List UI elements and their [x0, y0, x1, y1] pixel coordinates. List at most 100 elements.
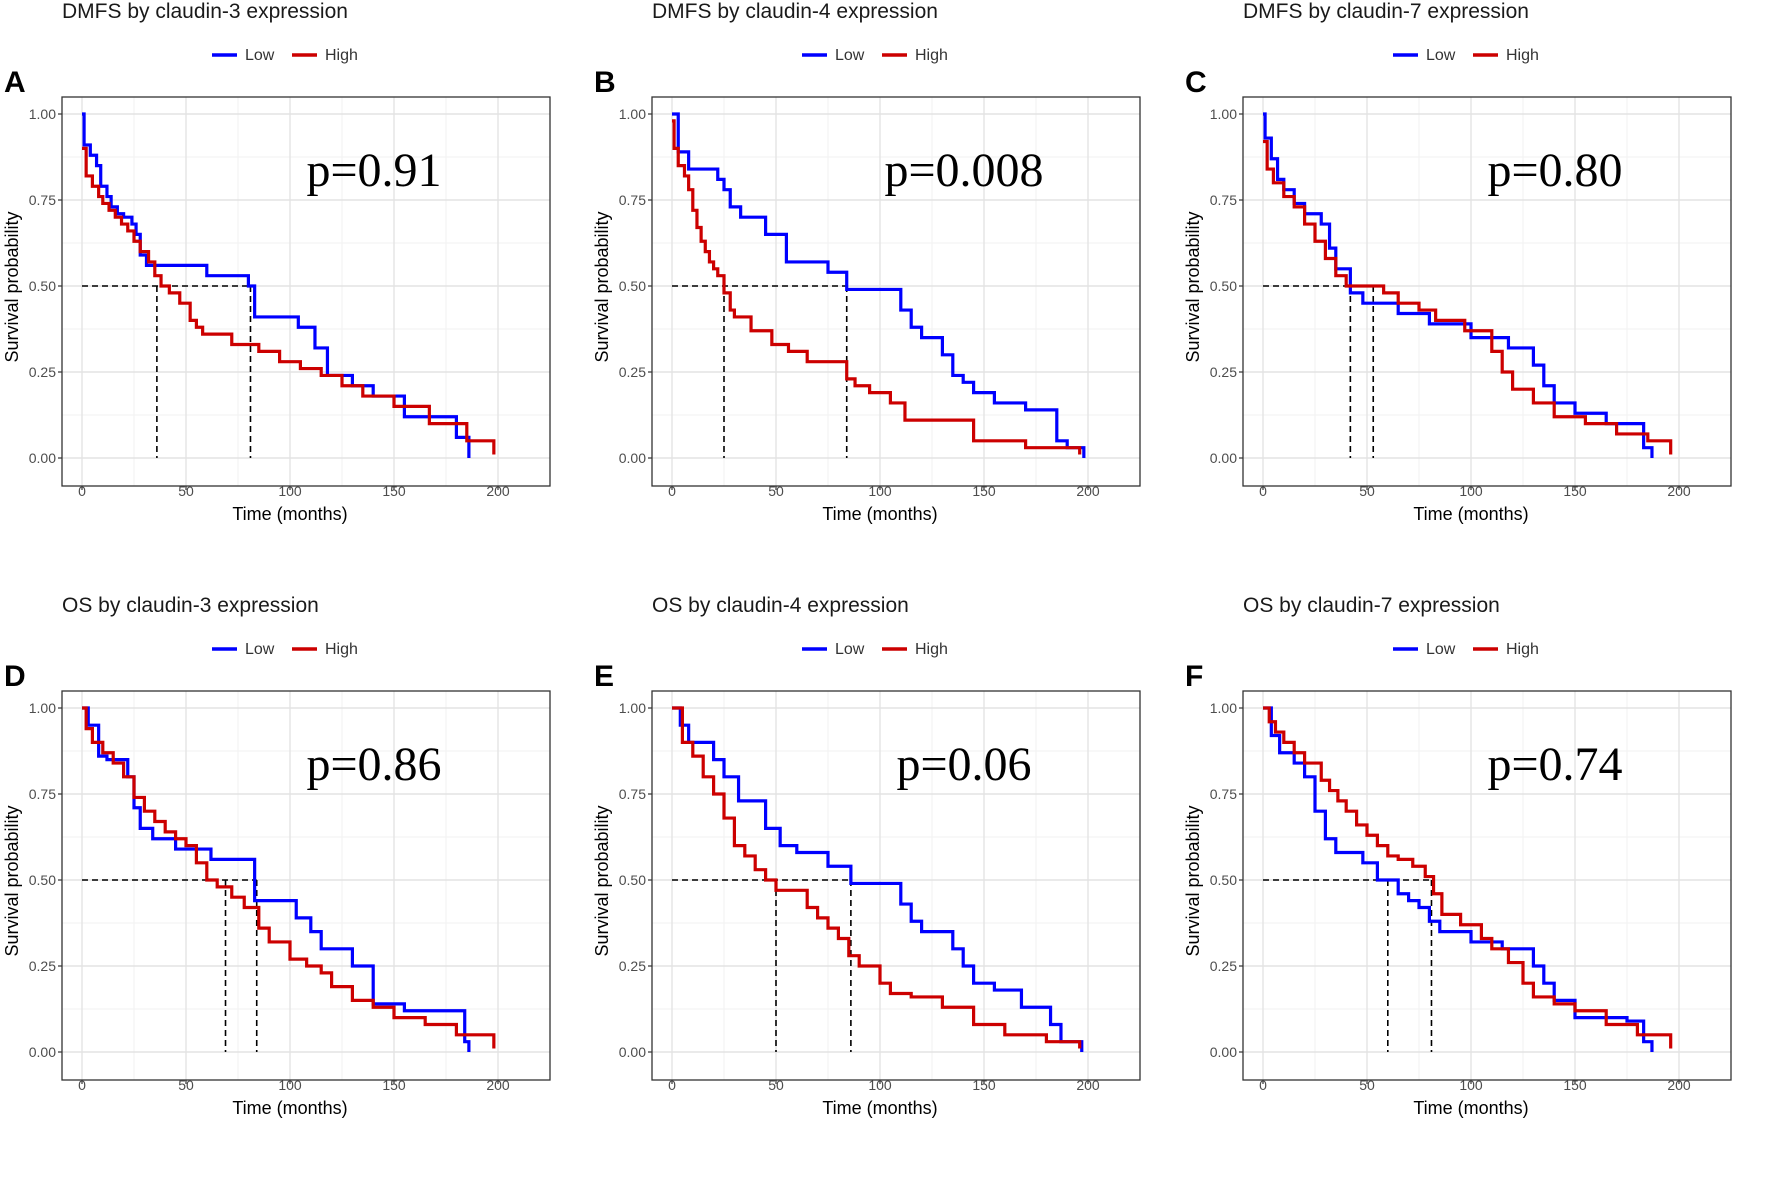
x-tick-label: 200 — [1076, 1077, 1100, 1093]
survival-curve-low — [82, 706, 471, 1052]
x-tick-label: 50 — [1359, 483, 1375, 499]
chart-title: OS by claudin-4 expression — [652, 594, 909, 617]
plot-border — [651, 96, 1141, 487]
legend-label-low: Low — [835, 47, 865, 64]
y-tick-label: 0.00 — [1210, 1044, 1237, 1060]
plot-area — [1243, 97, 1731, 486]
grid — [1243, 691, 1731, 1080]
y-tick-label: 0.75 — [1210, 192, 1237, 208]
median-lines — [672, 879, 852, 1052]
km-chart-svg: OS by claudin-4 expression E Low High 0 50 100… — [592, 594, 1141, 1118]
legend-label-high: High — [325, 641, 358, 658]
legend: Low High — [1393, 641, 1539, 658]
x-tick-label: 200 — [486, 1077, 510, 1093]
plot-border — [651, 690, 1141, 1081]
x-tick-label: 0 — [668, 483, 676, 499]
legend-label-low: Low — [245, 641, 275, 658]
y-tick-label: 0.50 — [1210, 872, 1237, 888]
legend: Low High — [212, 47, 358, 64]
y-axis-title: Survival probability — [1183, 211, 1203, 362]
p-value-annotation: p=0.86 — [306, 738, 441, 791]
km-panel-a: DMFS by claudin-3 expression A Low High 0 50 1… — [0, 0, 590, 594]
plot-border — [61, 96, 551, 487]
x-tick-label: 0 — [78, 483, 86, 499]
km-chart-svg: OS by claudin-3 expression D Low High 0 50 100… — [2, 594, 551, 1118]
km-panel-f: OS by claudin-7 expression F Low High 0 50 100… — [1181, 594, 1771, 1188]
x-axis-title: Time (months) — [1413, 1098, 1528, 1118]
y-tick-label: 0.50 — [29, 872, 56, 888]
x-tick-label: 100 — [868, 1077, 892, 1093]
plot-area — [1243, 691, 1731, 1080]
x-tick-label: 100 — [868, 483, 892, 499]
y-tick-label: 0.50 — [619, 872, 646, 888]
chart-title: DMFS by claudin-4 expression — [652, 0, 938, 23]
plot-area — [652, 97, 1140, 486]
panel-letter: F — [1185, 660, 1203, 693]
x-axis-title: Time (months) — [822, 504, 937, 524]
plot-border — [1242, 690, 1732, 1081]
x-tick-label: 100 — [278, 1077, 302, 1093]
survival-curve-high — [82, 706, 496, 1049]
x-tick-label: 200 — [1667, 483, 1691, 499]
y-axis-title: Survival probability — [592, 211, 612, 362]
p-value-annotation: p=0.008 — [884, 144, 1043, 197]
y-axis-title: Survival probability — [592, 805, 612, 956]
chart-title: DMFS by claudin-7 expression — [1243, 0, 1529, 23]
plot-area — [62, 97, 550, 486]
x-tick-label: 100 — [1459, 1077, 1483, 1093]
x-axis-title: Time (months) — [232, 504, 347, 524]
legend-label-low: Low — [1426, 47, 1456, 64]
y-tick-label: 1.00 — [1210, 106, 1237, 122]
p-value-annotation: p=0.06 — [896, 738, 1031, 791]
median-lines — [1263, 879, 1433, 1052]
y-tick-label: 0.25 — [619, 364, 646, 380]
x-tick-label: 50 — [178, 483, 194, 499]
panel-letter: D — [4, 660, 26, 693]
survival-curve-high — [82, 146, 496, 455]
x-tick-label: 150 — [972, 483, 996, 499]
chart-title: OS by claudin-3 expression — [62, 594, 319, 617]
y-tick-label: 0.00 — [619, 450, 646, 466]
chart-title: DMFS by claudin-3 expression — [62, 0, 348, 23]
x-tick-label: 0 — [1259, 1077, 1267, 1093]
km-panel-c: DMFS by claudin-7 expression C Low High 0 50 1… — [1181, 0, 1771, 594]
panel-letter: E — [594, 660, 614, 693]
y-tick-label: 0.25 — [29, 364, 56, 380]
x-tick-label: 200 — [486, 483, 510, 499]
x-tick-label: 50 — [178, 1077, 194, 1093]
p-value-annotation: p=0.80 — [1487, 144, 1622, 197]
plot-area — [62, 691, 550, 1080]
y-tick-label: 0.25 — [619, 958, 646, 974]
survival-curve-low — [672, 706, 1084, 1052]
y-tick-label: 0.25 — [29, 958, 56, 974]
km-panel-b: DMFS by claudin-4 expression B Low High 0 50 1… — [590, 0, 1180, 594]
y-tick-label: 0.00 — [619, 1044, 646, 1060]
x-axis-title: Time (months) — [1413, 504, 1528, 524]
x-tick-label: 150 — [1563, 483, 1587, 499]
legend: Low High — [212, 641, 358, 658]
panel-letter: C — [1185, 66, 1207, 99]
x-tick-label: 50 — [1359, 1077, 1375, 1093]
plot-border — [61, 690, 551, 1081]
y-tick-label: 0.50 — [29, 278, 56, 294]
survival-curve-high — [1263, 139, 1673, 455]
x-tick-label: 150 — [972, 1077, 996, 1093]
y-tick-label: 0.50 — [619, 278, 646, 294]
y-tick-label: 1.00 — [29, 700, 56, 716]
survival-curve-high — [1263, 706, 1673, 1049]
legend: Low High — [802, 47, 948, 64]
km-chart-svg: OS by claudin-7 expression F Low High 0 50 100… — [1183, 594, 1732, 1118]
y-tick-label: 1.00 — [619, 106, 646, 122]
x-tick-label: 50 — [768, 483, 784, 499]
x-tick-label: 150 — [382, 483, 406, 499]
km-panel-e: OS by claudin-4 expression E Low High 0 50 100… — [590, 594, 1180, 1188]
km-chart-svg: DMFS by claudin-3 expression A Low High 0 50 1… — [2, 0, 551, 524]
survival-curve-high — [672, 706, 1082, 1049]
plot-border — [1242, 96, 1732, 487]
y-tick-label: 0.75 — [29, 192, 56, 208]
x-tick-label: 150 — [382, 1077, 406, 1093]
legend-label-high: High — [915, 641, 948, 658]
grid — [652, 691, 1140, 1080]
y-axis-title: Survival probability — [2, 211, 22, 362]
